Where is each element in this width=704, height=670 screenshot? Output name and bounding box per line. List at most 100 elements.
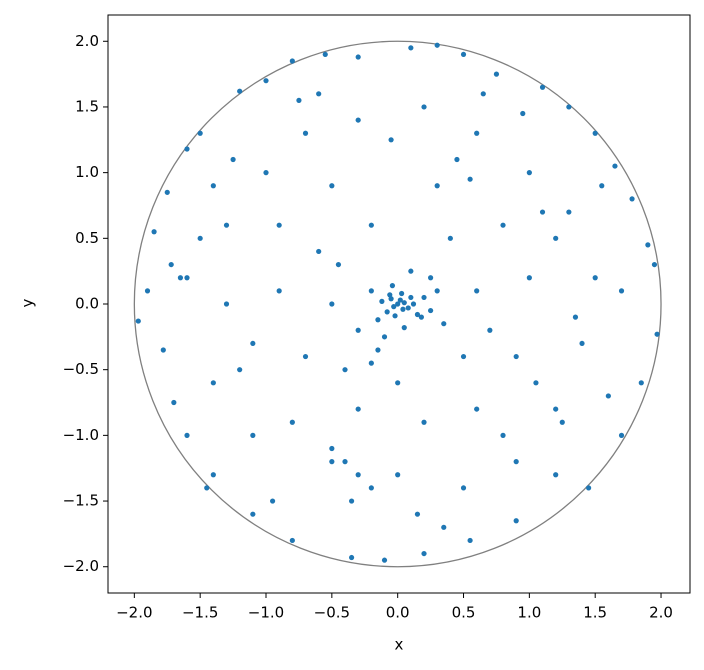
point: [408, 45, 414, 51]
point: [230, 156, 236, 163]
point: [391, 304, 397, 310]
point: [638, 380, 644, 386]
point: [263, 170, 269, 176]
point: [654, 331, 660, 337]
point: [395, 472, 401, 478]
point: [559, 419, 565, 425]
point: [520, 110, 526, 117]
point: [184, 432, 190, 438]
point: [618, 288, 625, 294]
point: [289, 58, 295, 64]
point: [335, 261, 342, 268]
point: [405, 305, 411, 311]
point: [342, 367, 348, 373]
point: [389, 283, 396, 289]
point: [434, 42, 440, 48]
point: [474, 406, 480, 412]
point: [329, 301, 335, 307]
point: [421, 294, 427, 301]
x-tick-label: −1.0: [248, 604, 284, 622]
point: [553, 406, 559, 412]
point: [566, 209, 572, 215]
point: [645, 242, 651, 248]
point: [539, 84, 546, 90]
point: [579, 340, 585, 347]
point: [210, 183, 216, 189]
point: [381, 334, 388, 340]
point: [414, 311, 421, 318]
point: [168, 261, 174, 268]
point: [302, 130, 309, 136]
point: [210, 472, 216, 478]
point: [197, 130, 203, 136]
point: [460, 485, 467, 491]
point: [197, 235, 203, 241]
point: [223, 222, 230, 228]
point: [480, 91, 486, 97]
point: [441, 321, 447, 327]
x-tick-label: −2.0: [116, 604, 152, 622]
point: [421, 550, 427, 557]
y-tick-label: 2.0: [75, 32, 99, 50]
point: [395, 380, 401, 386]
point: [400, 306, 406, 312]
point: [493, 71, 500, 77]
point: [428, 275, 434, 281]
point: [513, 518, 519, 524]
point: [223, 301, 230, 307]
point: [375, 347, 381, 353]
point: [250, 511, 256, 517]
point: [513, 353, 519, 360]
point: [322, 51, 328, 58]
point: [342, 459, 348, 465]
point: [395, 301, 401, 307]
point: [651, 261, 658, 268]
point: [572, 314, 579, 320]
point: [388, 296, 394, 302]
point: [533, 380, 539, 386]
point: [553, 235, 559, 241]
reference-circle: [133, 40, 662, 568]
point: [447, 235, 453, 241]
x-axis-label: x: [395, 636, 404, 654]
point: [618, 432, 625, 438]
point: [355, 472, 361, 478]
point: [348, 498, 355, 504]
point: [500, 432, 506, 438]
point: [500, 222, 506, 228]
point: [276, 288, 282, 294]
plot-frame: [107, 14, 691, 594]
point: [418, 314, 424, 320]
point: [421, 104, 427, 110]
y-tick-label: 0.0: [75, 295, 99, 313]
point: [151, 229, 157, 235]
point: [434, 288, 440, 294]
point: [355, 54, 361, 60]
point: [434, 183, 440, 189]
y-tick-label: −0.5: [63, 360, 99, 378]
point: [375, 317, 381, 323]
point: [441, 524, 447, 530]
point: [526, 275, 532, 281]
point: [414, 511, 421, 517]
point: [355, 406, 361, 412]
point: [428, 307, 434, 314]
point: [144, 288, 151, 294]
point: [368, 288, 374, 294]
point: [421, 419, 427, 425]
point: [586, 485, 592, 491]
point: [401, 325, 407, 331]
point: [388, 137, 394, 143]
point: [329, 445, 335, 452]
point: [397, 297, 403, 303]
x-tick-label: −1.5: [182, 604, 218, 622]
point: [605, 393, 611, 399]
point: [355, 117, 361, 123]
point: [629, 196, 635, 202]
point: [460, 353, 467, 360]
y-tick-label: 1.0: [75, 163, 99, 181]
point: [467, 176, 473, 182]
y-tick-label: 1.5: [75, 97, 99, 115]
point: [599, 183, 605, 189]
